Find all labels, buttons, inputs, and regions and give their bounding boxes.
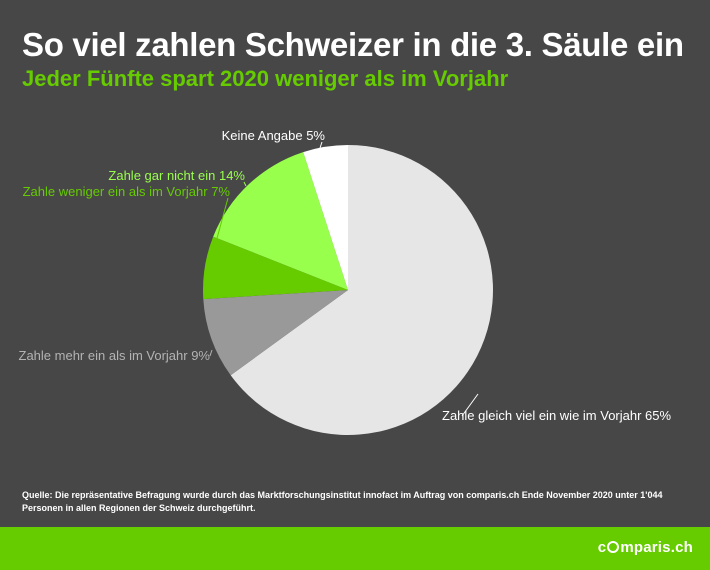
pie-slice [213,152,348,290]
comparis-logo: c mparis.ch [598,539,693,556]
slice-label: Zahle gleich viel ein wie im Vorjahr 65% [442,408,671,423]
leader-line [319,141,323,149]
chart-subtitle: Jeder Fünfte spart 2020 weniger als im V… [22,66,509,91]
pie-slice [230,145,493,435]
source-note: Quelle: Die repräsentative Befragung wur… [22,490,663,513]
leader-line [215,197,229,243]
pie-chart: Zahle gleich viel ein wie im Vorjahr 65%… [19,128,671,435]
pie-slice [303,145,348,290]
slice-label: Zahle gar nicht ein 14% [108,168,245,183]
brand-prefix: c [597,539,607,556]
brand-suffix: mparis.ch [620,539,693,556]
slice-label: Keine Angabe 5% [222,128,326,143]
slice-label: Zahle weniger ein als im Vorjahr 7% [23,184,231,199]
leader-line [209,349,213,357]
slice-label: Zahle mehr ein als im Vorjahr 9% [19,348,211,363]
chart-title: So viel zahlen Schweizer in die 3. Säule… [22,26,684,63]
pie-slice [203,290,348,376]
logo-ring-icon [607,541,620,553]
leader-line [461,393,479,417]
footer-bar: c mparis.ch [0,527,710,570]
leader-line [243,181,247,187]
pie-slice [203,236,348,300]
